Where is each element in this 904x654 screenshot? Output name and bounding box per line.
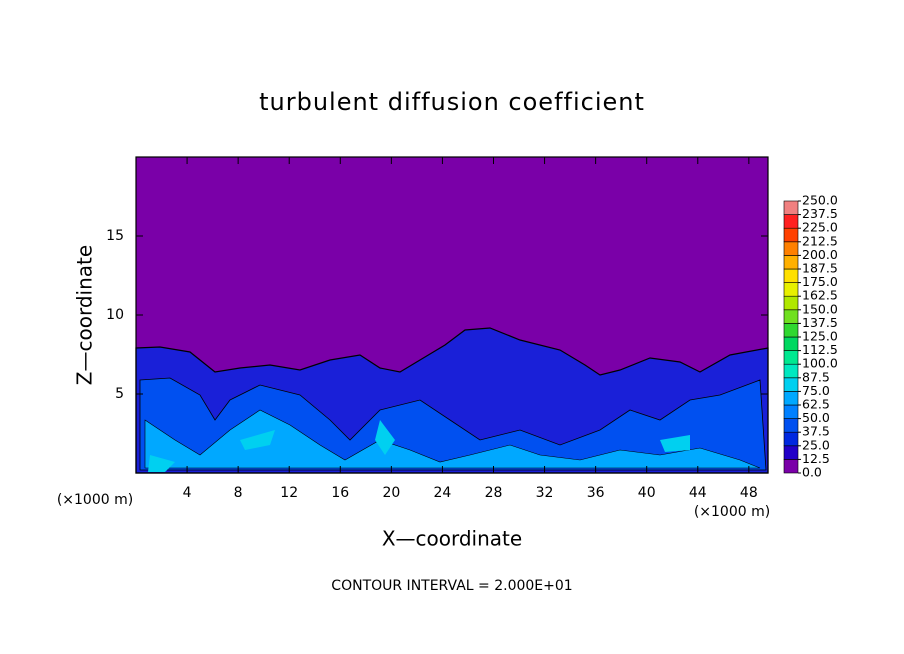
colorbar-label: 12.5 (802, 451, 830, 466)
field-region (148, 420, 690, 472)
y-tick-label: 15 (106, 228, 124, 244)
colorbar-swatch (783, 309, 799, 324)
contour-field (135, 157, 769, 474)
colorbar-label: 62.5 (802, 397, 830, 412)
colorbar-swatch (783, 431, 799, 447)
colorbar-label: 150.0 (802, 301, 838, 316)
x-unit-label: (×1000 m) (694, 504, 770, 520)
colorbar-label: 175.0 (802, 274, 838, 289)
colorbar-label: 237.5 (802, 206, 838, 221)
colorbar-swatch (783, 200, 799, 215)
colorbar-swatch (783, 255, 799, 270)
colorbar-swatch (783, 214, 799, 229)
colorbar-swatch (783, 377, 799, 392)
colorbar-label: 187.5 (802, 261, 838, 276)
x-tick-label: 36 (587, 485, 605, 501)
x-tick-label: 20 (382, 485, 400, 501)
colorbar-label: 0.0 (802, 465, 822, 480)
x-tick-label: 12 (280, 485, 298, 501)
colorbar-swatch (783, 227, 799, 243)
colorbar-swatch (783, 404, 799, 419)
colorbar-swatch (783, 363, 799, 379)
colorbar-swatch (783, 391, 799, 406)
colorbar-swatch (783, 282, 799, 297)
x-tick-label: 28 (485, 485, 503, 501)
colorbar-label: 100.0 (802, 356, 838, 371)
colorbar-label: 212.5 (802, 233, 838, 248)
y-tick-label: 10 (106, 307, 124, 323)
y-tick-label: 5 (115, 386, 124, 402)
colorbar-swatch (783, 295, 799, 311)
x-tick-label: 4 (183, 485, 192, 501)
x-tick-label: 48 (740, 485, 758, 501)
colorbar-swatch (783, 350, 799, 365)
annotation: CONTOUR INTERVAL = 2.000E+01 (331, 578, 572, 594)
colorbar-swatch (783, 418, 799, 433)
field-region (144, 409, 761, 469)
colorbar-label: 37.5 (802, 424, 830, 439)
colorbar-label: 75.0 (802, 383, 830, 398)
colorbar-swatch (783, 336, 799, 351)
colorbar-label: 125.0 (802, 329, 838, 344)
y-axis-label: Z—coordinate (73, 245, 97, 385)
y-unit-label: (×1000 m) (57, 492, 133, 508)
x-tick-label: 44 (689, 485, 707, 501)
colorbar-swatch (783, 323, 799, 338)
colorbar-label: 250.0 (802, 193, 838, 208)
x-axis-label: X—coordinate (382, 527, 522, 551)
colorbar-swatch (783, 445, 799, 460)
colorbar-label: 162.5 (802, 288, 838, 303)
colorbar-label: 200.0 (802, 247, 838, 262)
colorbar-swatch (783, 241, 799, 256)
x-tick-label: 32 (536, 485, 554, 501)
colorbar-label: 112.5 (802, 342, 838, 357)
colorbar-swatch (783, 268, 799, 283)
colorbar-swatch (783, 459, 799, 474)
colorbar-label: 50.0 (802, 410, 830, 425)
colorbar-label: 25.0 (802, 437, 830, 452)
chart-title: turbulent diffusion coefficient (259, 88, 645, 116)
colorbar-label: 137.5 (802, 315, 838, 330)
colorbar-label: 225.0 (802, 220, 838, 235)
x-tick-label: 16 (331, 485, 349, 501)
x-tick-label: 40 (638, 485, 656, 501)
x-tick-label: 24 (434, 485, 452, 501)
colorbar-label: 87.5 (802, 369, 830, 384)
x-tick-label: 8 (234, 485, 243, 501)
